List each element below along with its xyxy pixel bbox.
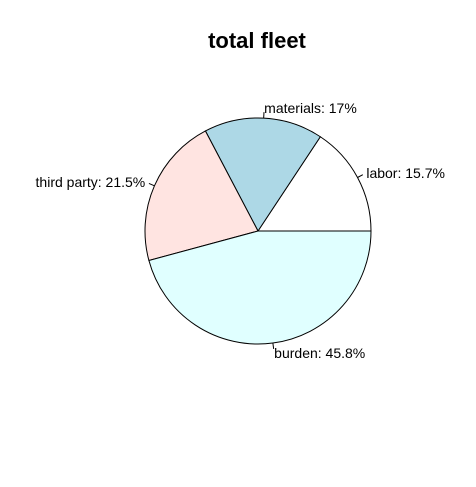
pie-label-2: third party: 21.5% (36, 174, 146, 190)
chart-title: total fleet (208, 28, 306, 53)
pie-slices (145, 118, 371, 344)
pie-label-0: labor: 15.7% (366, 165, 445, 181)
pie-label-tick-2 (149, 183, 155, 185)
pie-label-3: burden: 45.8% (274, 345, 365, 361)
pie-label-1: materials: 17% (264, 100, 357, 116)
pie-label-tick-0 (358, 175, 363, 178)
